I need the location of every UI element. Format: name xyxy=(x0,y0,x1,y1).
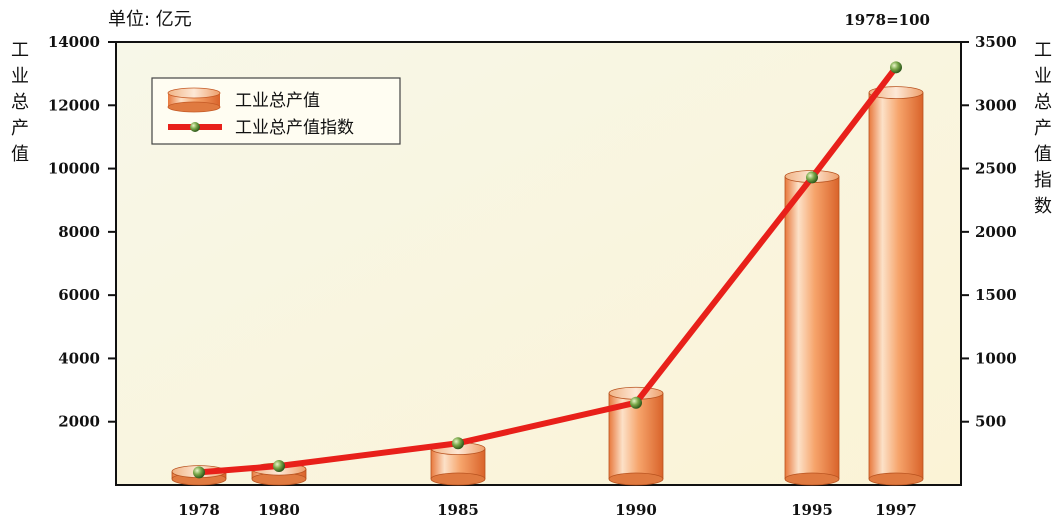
y-axis-title-left: 工业总产值 xyxy=(11,40,29,165)
axis-title-char: 产 xyxy=(11,118,29,139)
bar-1997 xyxy=(868,86,924,486)
index-line xyxy=(196,64,899,476)
axis-title-char: 工 xyxy=(11,40,29,61)
axis-title-char: 业 xyxy=(1034,66,1052,87)
left-tick-label: 2000 xyxy=(58,413,100,431)
x-tick-label: 1985 xyxy=(437,501,479,519)
legend-label-line: 工业总产值指数 xyxy=(235,118,354,138)
x-axis-labels: 1978 1980 1985 1990 1995 1997 xyxy=(178,501,917,519)
unit-label: 单位: 亿元 xyxy=(108,9,192,30)
right-tick-label: 2000 xyxy=(975,223,1017,241)
axis-title-char: 指 xyxy=(1034,170,1052,191)
x-tick-label: 1995 xyxy=(791,501,833,519)
index-point-1995 xyxy=(806,171,818,184)
axis-title-char: 工 xyxy=(1034,40,1052,61)
left-tick-label: 10000 xyxy=(48,160,100,178)
left-tick-label: 12000 xyxy=(48,96,100,114)
bar-series xyxy=(171,86,924,486)
index-point-1985 xyxy=(452,437,464,450)
x-tick-label: 1980 xyxy=(258,501,300,519)
x-tick-label: 1990 xyxy=(615,501,657,519)
legend: 工业总产值 工业总产值指数 xyxy=(151,77,401,145)
axis-title-char: 产 xyxy=(1034,118,1052,139)
axis-title-char: 值 xyxy=(1034,144,1052,165)
right-tick-label: 2500 xyxy=(975,160,1017,178)
left-tick-label: 6000 xyxy=(58,286,100,304)
base-note: 1978=100 xyxy=(844,11,930,29)
right-tick-label: 1500 xyxy=(975,286,1017,304)
index-point-1980 xyxy=(273,460,285,473)
index-line-series xyxy=(193,61,902,479)
legend-line-swatch xyxy=(168,122,222,132)
right-tick-label: 3000 xyxy=(975,96,1017,114)
y-axis-title-right: 工业总产值指数 xyxy=(1034,40,1052,217)
right-tick-label: 3500 xyxy=(975,33,1017,51)
index-point-1990 xyxy=(630,396,642,409)
legend-bar-swatch xyxy=(167,87,221,113)
legend-label-bar: 工业总产值 xyxy=(235,91,320,111)
right-axis: 500 1000 1500 2000 2500 3000 3500 xyxy=(961,33,1017,431)
x-tick-label: 1997 xyxy=(875,501,917,519)
left-tick-label: 8000 xyxy=(58,223,100,241)
right-tick-label: 500 xyxy=(975,413,1006,431)
axis-title-char: 总 xyxy=(11,92,29,113)
axis-title-char: 值 xyxy=(11,144,29,165)
right-tick-label: 1000 xyxy=(975,349,1017,367)
left-tick-label: 4000 xyxy=(58,349,100,367)
bar-1995 xyxy=(784,170,840,486)
axis-title-char: 总 xyxy=(1034,92,1052,113)
x-tick-label: 1978 xyxy=(178,501,220,519)
axis-title-char: 数 xyxy=(1034,196,1052,217)
index-point-1997 xyxy=(890,61,902,74)
left-tick-label: 14000 xyxy=(48,33,100,51)
left-axis: 2000 4000 6000 8000 10000 12000 14000 xyxy=(48,33,116,431)
axis-title-char: 业 xyxy=(11,66,29,87)
index-point-1978 xyxy=(193,466,205,479)
